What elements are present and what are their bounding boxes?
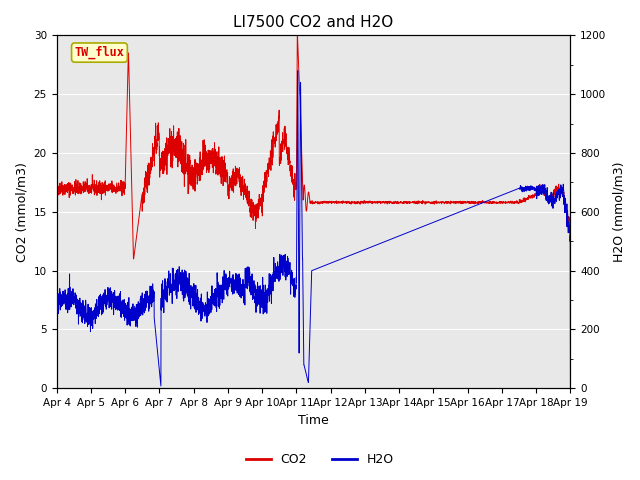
X-axis label: Time: Time — [298, 414, 329, 427]
Legend: CO2, H2O: CO2, H2O — [241, 448, 399, 471]
Text: TW_flux: TW_flux — [74, 46, 124, 59]
Y-axis label: H2O (mmol/m3): H2O (mmol/m3) — [612, 162, 625, 262]
Title: LI7500 CO2 and H2O: LI7500 CO2 and H2O — [234, 15, 394, 30]
Y-axis label: CO2 (mmol/m3): CO2 (mmol/m3) — [15, 162, 28, 262]
